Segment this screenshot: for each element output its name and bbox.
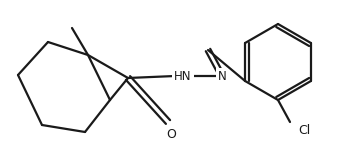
Text: N: N [218,69,226,83]
Text: Cl: Cl [298,123,310,136]
Text: HN: HN [174,69,192,83]
Text: O: O [166,128,176,140]
